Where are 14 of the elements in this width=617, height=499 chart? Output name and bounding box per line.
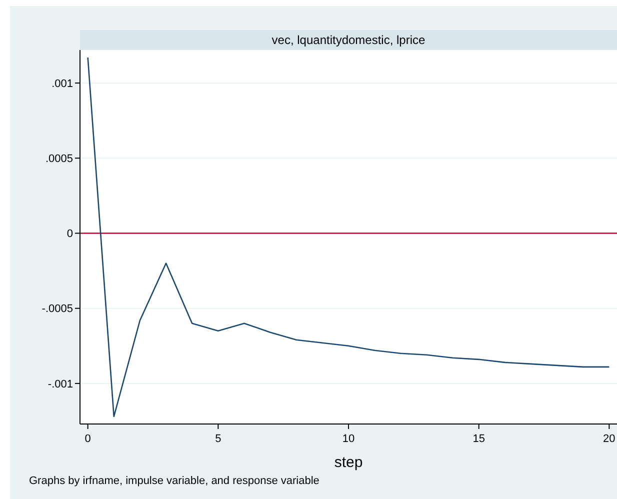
y-tick-label: .001 [52, 78, 73, 90]
y-tick-label: .0005 [45, 152, 73, 165]
x-tick-label: 20 [603, 433, 616, 445]
x-tick-label: 0 [84, 433, 91, 445]
y-tick-label: 0 [66, 228, 73, 240]
x-axis-title: step [334, 454, 363, 471]
x-tick-label: 10 [342, 433, 355, 445]
chart-title: vec, lquantitydomestic, lprice [272, 33, 426, 47]
text: Graphs by irfname, impulse variable, and response variable [29, 475, 320, 487]
y-tick-label: -.0005 [42, 303, 73, 316]
x-tick-label: 5 [215, 433, 222, 445]
y-tick-label: -.001 [48, 378, 73, 390]
line-series [87, 56, 610, 418]
x-tick-label: 15 [472, 433, 485, 445]
